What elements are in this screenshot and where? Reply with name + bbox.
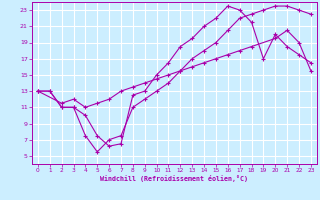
X-axis label: Windchill (Refroidissement éolien,°C): Windchill (Refroidissement éolien,°C) bbox=[100, 175, 248, 182]
